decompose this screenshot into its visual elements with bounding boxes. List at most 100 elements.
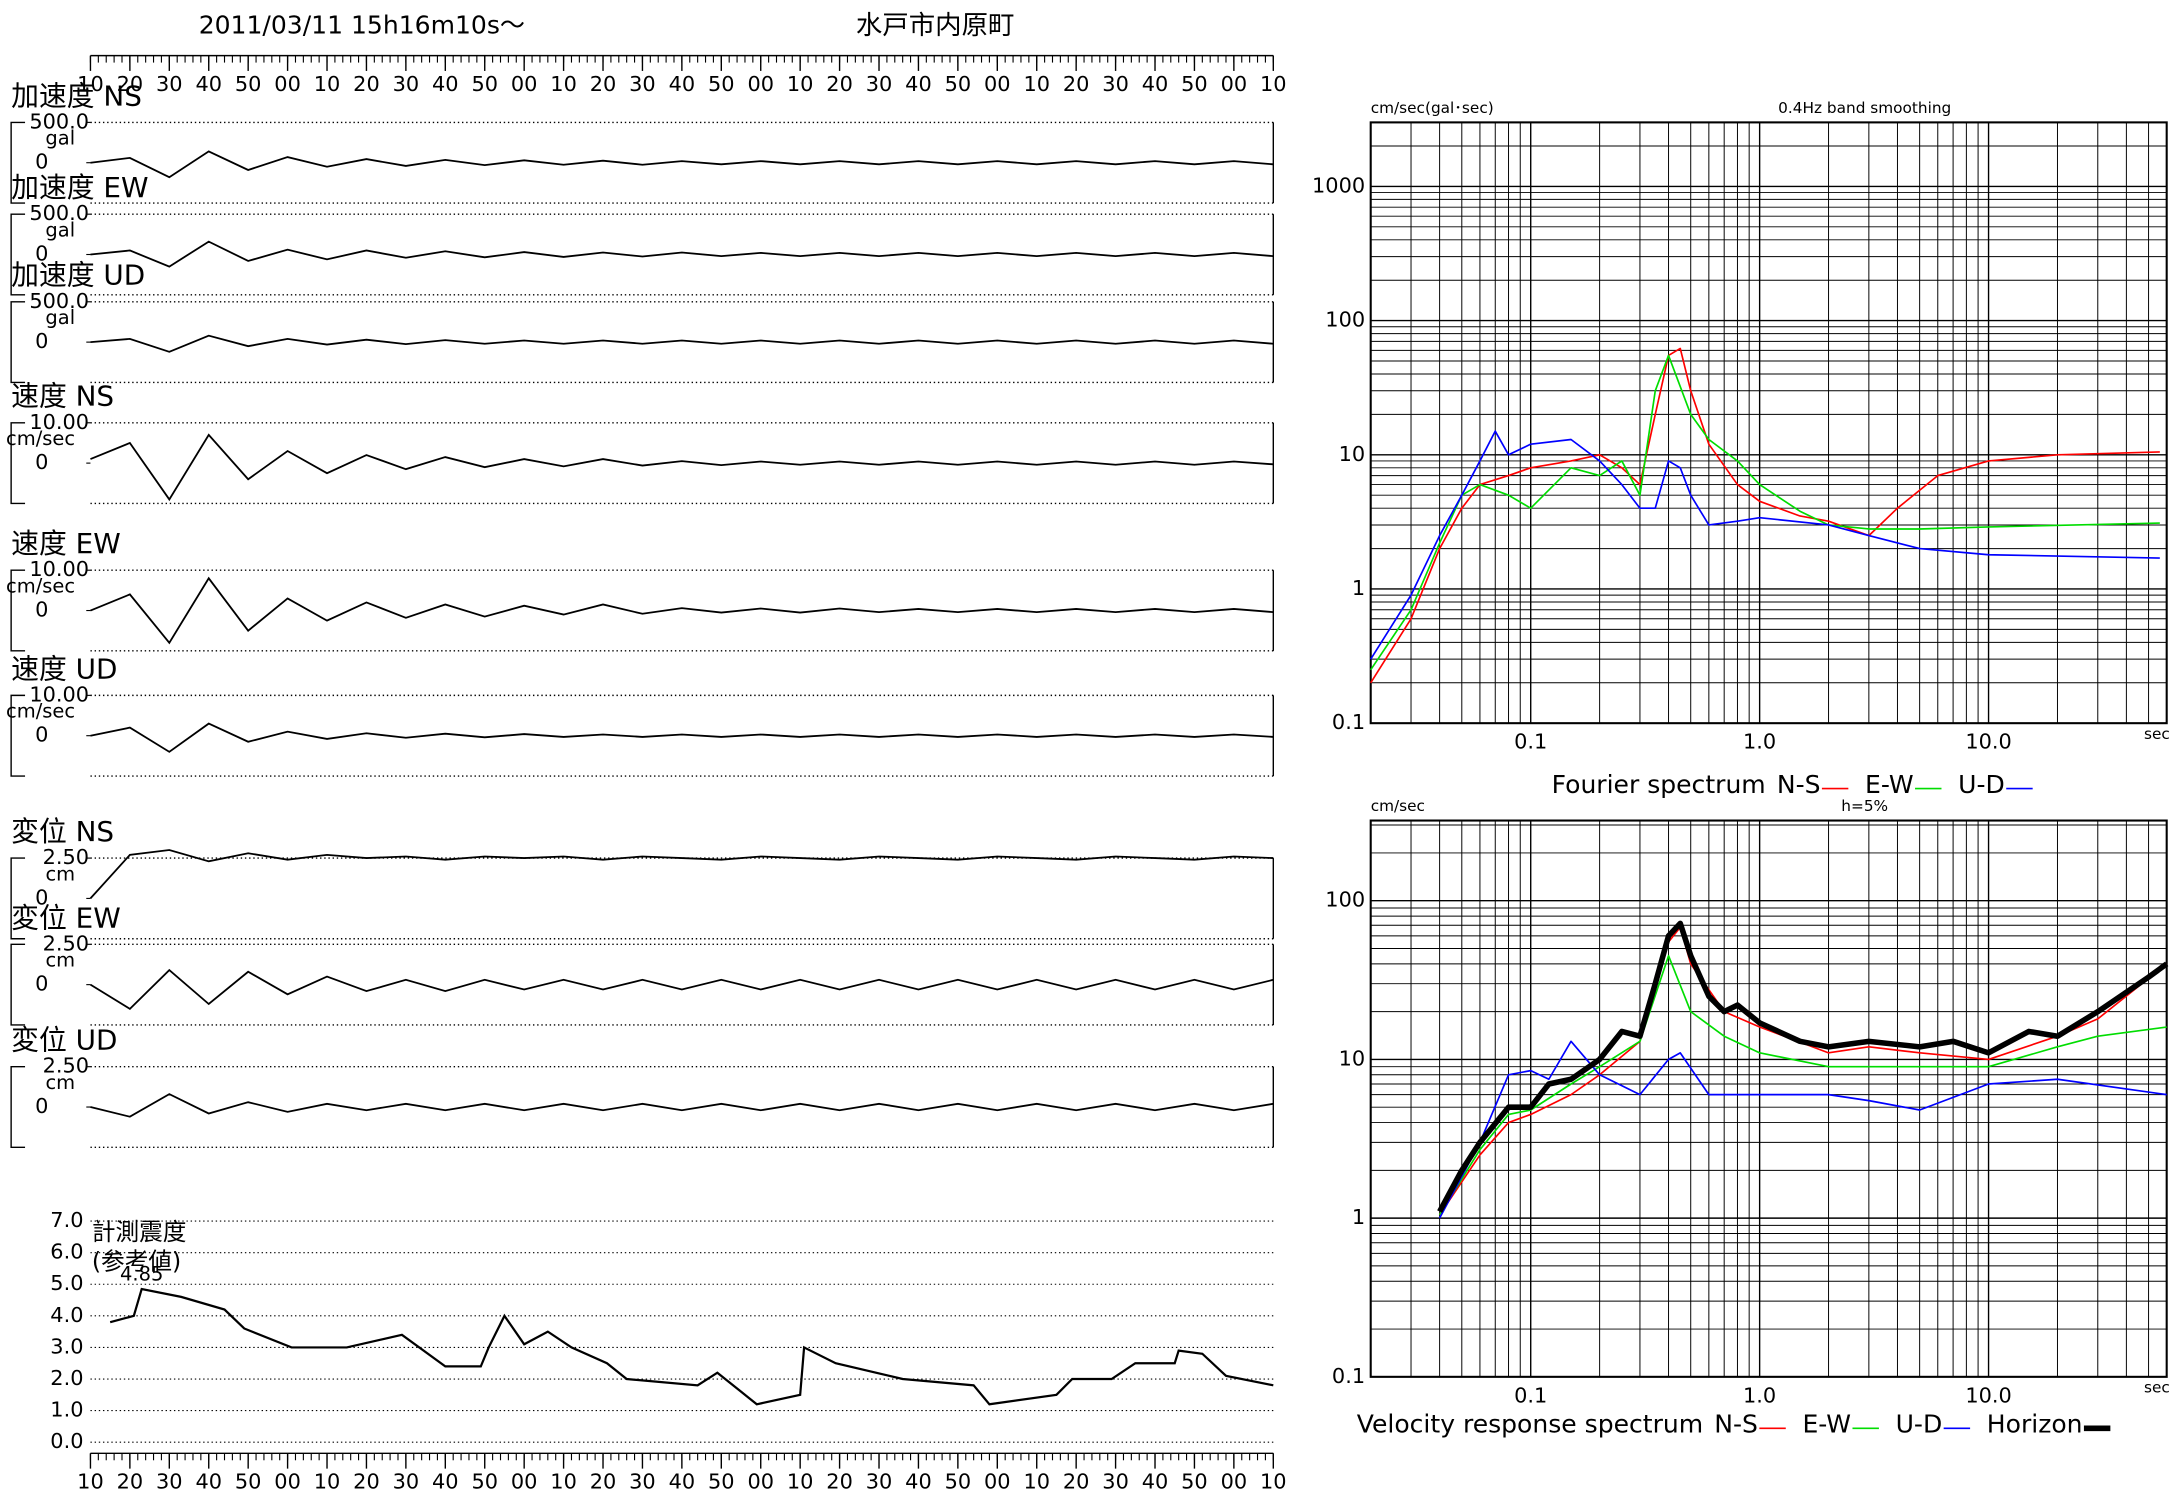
legend-title: Fourier spectrum: [1552, 770, 1766, 799]
panel-label: 加速度 EW: [11, 171, 148, 204]
plot-frame: [1369, 819, 2168, 1378]
x-tick-label: 10: [787, 1470, 814, 1494]
x-tick-label: 20: [590, 1470, 617, 1494]
x-tick-label: 30: [629, 72, 656, 96]
x-tick-label: 50: [471, 1470, 498, 1494]
unit-label: gal: [45, 218, 75, 241]
y-axis-label: cm/sec: [1371, 797, 1425, 815]
x-tick-label: 10: [1023, 1470, 1050, 1494]
unit-label: cm: [45, 949, 75, 972]
spectrum-line: [1438, 1040, 2167, 1219]
waveform-trace: [89, 849, 1274, 900]
x-tick-label: 00: [1221, 1470, 1248, 1494]
panel-label: 加速度 UD: [11, 259, 145, 292]
x-tick-label: 50: [708, 72, 735, 96]
intensity-line: [109, 1287, 1274, 1406]
x-tick-label: 40: [195, 1470, 222, 1494]
x-tick-label: 10: [314, 72, 341, 96]
x-tick-label: 20: [117, 72, 144, 96]
y-tick-label: 500.0: [29, 109, 89, 133]
x-tick-label: 00: [747, 72, 774, 96]
x-tick-label: 50: [1181, 1470, 1208, 1494]
panel-bracket: [10, 1066, 26, 1149]
x-tick-label: 30: [156, 72, 183, 96]
x-tick-label: 50: [471, 72, 498, 96]
unit-label: cm/sec: [6, 574, 75, 597]
x-tick-label: 30: [1102, 72, 1129, 96]
x-tick-label: 30: [156, 1470, 183, 1494]
panel-bracket: [10, 422, 26, 505]
x-tick-label: 00: [984, 72, 1011, 96]
x-tick-label: 10: [314, 1470, 341, 1494]
x-tick-label: 20: [590, 72, 617, 96]
spectrum-line: [1370, 430, 2160, 660]
x-tick-label: 30: [866, 1470, 893, 1494]
waveform-trace: [90, 150, 1274, 179]
panel-bracket: [10, 121, 26, 204]
spectrum-line: [1437, 920, 2169, 1213]
x-tick-label: 1.0: [1743, 1383, 1776, 1407]
chart-title: 計測震度: [92, 1218, 187, 1246]
panel-bracket: [10, 943, 26, 1026]
x-tick-label: 20: [117, 1470, 144, 1494]
panel-label: 変位 NS: [11, 815, 114, 848]
unit-label: cm/sec: [6, 700, 75, 723]
y-tick-label: 2.50: [43, 931, 89, 955]
note: h=5%: [1841, 797, 1888, 815]
legend-title: Velocity response spectrum: [1357, 1410, 1703, 1439]
chart-title: 2011/03/11 15h16m10s〜: [199, 10, 525, 39]
x-tick-label: 20: [353, 1470, 380, 1494]
y-tick-label: 1: [1352, 1205, 1365, 1229]
y-tick-label: 10.00: [29, 682, 89, 706]
x-tick-label: 20: [1063, 72, 1090, 96]
unit-label: gal: [45, 127, 75, 150]
x-tick-label: 40: [1142, 72, 1169, 96]
x-tick-label: 30: [393, 72, 420, 96]
y-tick-label: 100: [1325, 888, 1365, 912]
peak-label: 4.85: [120, 1263, 163, 1286]
y-tick-label: 0.0: [50, 1429, 83, 1453]
x-tick-label: 30: [1102, 1470, 1129, 1494]
x-tick-label: 10: [1023, 72, 1050, 96]
y-axis-label: cm/sec(gal･sec): [1371, 99, 1494, 117]
spectrum-line: [1438, 926, 2168, 1216]
y-tick-label: 3.0: [50, 1334, 83, 1358]
x-tick-label: 30: [629, 1470, 656, 1494]
x-tick-label: 40: [432, 72, 459, 96]
y-tick-label: 10.00: [29, 557, 89, 581]
x-tick-label: 0.1: [1514, 1383, 1547, 1407]
y-tick-label: 0: [35, 242, 48, 266]
waveform-trace: [90, 576, 1274, 645]
y-tick-label: 10: [1339, 442, 1366, 466]
x-tick-label: 00: [984, 1470, 1011, 1494]
panel-bracket: [10, 301, 26, 384]
x-tick-label: 0.1: [1514, 730, 1547, 754]
x-tick-label: 40: [432, 1470, 459, 1494]
legend-label: N-S: [1714, 1410, 1758, 1439]
chart-subtitle: (参考値): [92, 1247, 181, 1275]
x-tick-label: 20: [1063, 1470, 1090, 1494]
x-tick-label: 30: [393, 1470, 420, 1494]
waveform-trace: [90, 433, 1274, 502]
unit-label: cm: [45, 862, 75, 885]
x-tick-label: 40: [669, 72, 696, 96]
panel-label: 速度 NS: [11, 380, 114, 413]
x-tick-label: 50: [1181, 72, 1208, 96]
x-tick-label: 50: [945, 1470, 972, 1494]
y-tick-label: 6.0: [50, 1240, 83, 1264]
y-tick-label: 10: [1339, 1046, 1366, 1070]
spectrum-line: [1370, 354, 2160, 671]
y-tick-label: 2.50: [43, 1054, 89, 1078]
x-tick-label: 40: [195, 72, 222, 96]
panel-bracket: [10, 213, 26, 296]
x-tick-label: 00: [1221, 72, 1248, 96]
panel-bracket: [10, 569, 26, 652]
panel-label: 速度 EW: [11, 527, 121, 560]
y-tick-label: 5.0: [50, 1271, 83, 1295]
unit-label: gal: [45, 306, 75, 329]
x-tick-label: 30: [866, 72, 893, 96]
x-tick-label: 50: [708, 1470, 735, 1494]
x-tick-label: 50: [235, 72, 262, 96]
x-tick-label: 40: [1142, 1470, 1169, 1494]
